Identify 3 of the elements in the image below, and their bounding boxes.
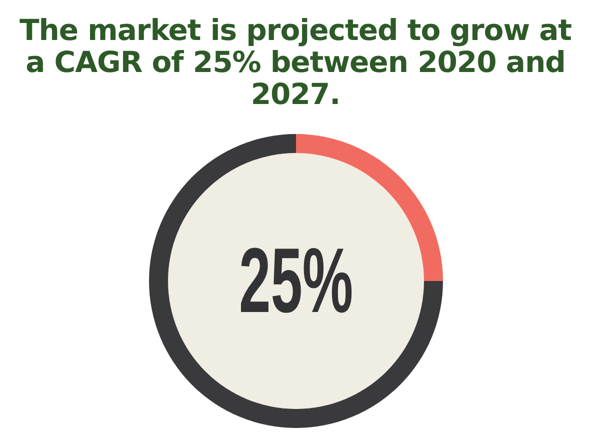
chart-title: The market is projected to grow at a CAGR of 25% between 2020 and 2027.	[18, 13, 573, 111]
text: 25%	[238, 228, 354, 334]
donut-slice	[149, 134, 443, 428]
